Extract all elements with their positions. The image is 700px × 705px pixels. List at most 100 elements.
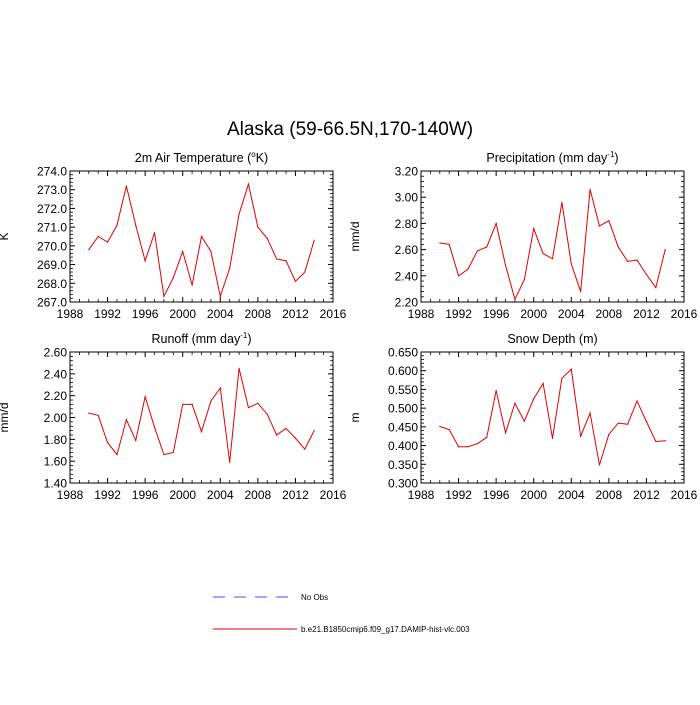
- data-point: [608, 220, 610, 222]
- x-tick-label: 2016: [320, 488, 347, 502]
- y-tick-label: 271.0: [37, 221, 67, 235]
- data-point: [580, 435, 582, 437]
- y-tick-label: 267.0: [37, 296, 67, 310]
- legend-label-no-obs: No Obs: [301, 593, 328, 602]
- x-tick-label: 2016: [671, 307, 698, 321]
- x-tick-label: 2012: [633, 488, 660, 502]
- data-point: [655, 440, 657, 443]
- x-tick-label: 1996: [483, 307, 510, 321]
- data-point: [495, 222, 497, 224]
- data-point: [608, 433, 610, 435]
- data-point: [191, 284, 193, 286]
- data-point: [627, 423, 629, 425]
- data-point: [495, 389, 497, 392]
- y-tick-label: 0.500: [388, 402, 418, 416]
- y-axis-label: mm/d: [348, 222, 362, 252]
- data-point: [106, 442, 109, 444]
- y-tick-label: 2.00: [44, 411, 68, 425]
- data-point: [598, 464, 601, 466]
- data-point: [627, 260, 629, 262]
- data-point: [257, 226, 259, 228]
- y-tick-label: 3.20: [395, 165, 419, 179]
- data-point: [561, 377, 563, 379]
- x-tick-label: 2000: [169, 488, 196, 502]
- x-tick-label: 2004: [558, 307, 585, 321]
- x-tick-label: 2000: [520, 307, 547, 321]
- data-point: [116, 224, 118, 226]
- data-point: [514, 298, 516, 300]
- x-tick-label: 1996: [483, 488, 510, 502]
- data-point: [439, 425, 441, 428]
- series-line-air-temperature: [88, 182, 315, 299]
- data-point: [580, 290, 582, 293]
- data-point: [617, 246, 619, 248]
- x-tick-label: 2008: [596, 488, 623, 502]
- data-point: [533, 398, 535, 400]
- data-point: [88, 249, 90, 251]
- x-tick-label: 2016: [671, 488, 698, 502]
- y-tick-label: 272.0: [37, 202, 67, 216]
- data-point: [542, 252, 544, 255]
- x-tick-label: 1988: [57, 307, 84, 321]
- data-point: [97, 235, 99, 238]
- data-point: [276, 434, 278, 436]
- data-point: [182, 403, 184, 405]
- x-tick-label: 1988: [408, 307, 435, 321]
- data-point: [448, 243, 450, 245]
- y-tick-label: 0.300: [388, 477, 418, 491]
- data-point: [266, 237, 268, 239]
- data-point: [439, 242, 441, 244]
- y-tick-label: 269.0: [37, 258, 67, 272]
- y-tick-label: 2.20: [395, 296, 419, 310]
- panel-air-temperature: 2m Air Temperature (oK) K 1988 1992 1996 2000…: [0, 150, 347, 321]
- data-point: [285, 260, 287, 262]
- panel-title-tail: ): [247, 332, 251, 346]
- data-point: [135, 224, 137, 226]
- data-point: [504, 432, 507, 434]
- x-tick-label: 1992: [94, 488, 121, 502]
- data-point: [88, 412, 90, 414]
- data-point: [589, 412, 591, 414]
- y-tick-label: 0.650: [388, 346, 418, 360]
- panel-title: 2m Air Temperature (oK): [135, 150, 268, 165]
- data-point: [210, 400, 212, 402]
- y-tick-label: 2.40: [44, 367, 68, 381]
- data-point: [172, 451, 174, 454]
- data-point: [219, 295, 221, 297]
- data-point: [238, 213, 240, 215]
- panel-precipitation: Precipitation (mm day-1) mm/d 1988 1992 1996…: [348, 150, 698, 321]
- data-point: [313, 239, 315, 241]
- plot-frame: [69, 351, 334, 484]
- y-tick-label: 0.550: [388, 383, 418, 397]
- x-tick-label: 1988: [57, 488, 84, 502]
- data-point: [551, 437, 554, 440]
- x-tick-label: 1988: [408, 488, 435, 502]
- x-tick-label: 2016: [320, 307, 347, 321]
- y-tick-label: 270.0: [37, 239, 67, 253]
- data-point: [551, 258, 554, 260]
- panel-title: Runoff (mm day-1): [152, 331, 252, 346]
- data-point: [144, 396, 146, 398]
- y-tick-label: 268.0: [37, 277, 67, 291]
- data-point: [304, 448, 306, 450]
- data-point: [163, 295, 165, 297]
- x-tick-label: 2004: [558, 488, 585, 502]
- panel-title-text: Snow Depth (m): [507, 332, 597, 346]
- data-point: [163, 454, 165, 456]
- data-point: [570, 263, 572, 265]
- data-point: [238, 367, 240, 369]
- data-point: [636, 400, 638, 402]
- data-point: [219, 387, 221, 389]
- data-point: [457, 446, 460, 448]
- data-point: [229, 461, 231, 463]
- panel-title-superscript: -1: [240, 331, 248, 340]
- x-tick-label: 2012: [282, 307, 309, 321]
- data-point: [476, 250, 478, 252]
- data-point: [97, 414, 99, 416]
- x-tick-label: 1992: [445, 488, 472, 502]
- y-axis-label: K: [0, 232, 11, 240]
- x-tick-label: 1992: [445, 307, 472, 321]
- data-point: [191, 403, 193, 405]
- data-point: [664, 249, 666, 251]
- panel-title-tail: K): [256, 151, 269, 165]
